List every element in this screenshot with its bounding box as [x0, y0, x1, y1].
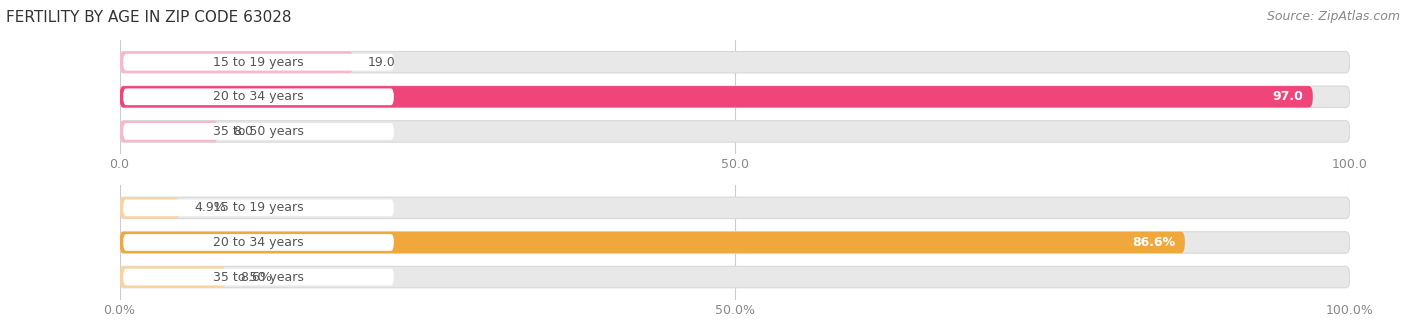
FancyBboxPatch shape	[124, 54, 394, 71]
Text: 8.6%: 8.6%	[240, 270, 271, 284]
FancyBboxPatch shape	[120, 86, 1350, 108]
Text: 86.6%: 86.6%	[1132, 236, 1175, 249]
Text: 8.0: 8.0	[233, 125, 253, 138]
FancyBboxPatch shape	[124, 88, 394, 105]
Text: 35 to 50 years: 35 to 50 years	[214, 125, 304, 138]
FancyBboxPatch shape	[120, 121, 218, 142]
FancyBboxPatch shape	[120, 86, 1313, 108]
Text: FERTILITY BY AGE IN ZIP CODE 63028: FERTILITY BY AGE IN ZIP CODE 63028	[6, 10, 291, 25]
Text: 15 to 19 years: 15 to 19 years	[214, 56, 304, 69]
Text: 35 to 50 years: 35 to 50 years	[214, 270, 304, 284]
Text: 97.0: 97.0	[1272, 90, 1303, 103]
Text: Source: ZipAtlas.com: Source: ZipAtlas.com	[1267, 10, 1400, 23]
Text: 19.0: 19.0	[368, 56, 395, 69]
FancyBboxPatch shape	[120, 52, 353, 73]
FancyBboxPatch shape	[124, 269, 394, 285]
FancyBboxPatch shape	[120, 121, 1350, 142]
FancyBboxPatch shape	[120, 266, 1350, 288]
FancyBboxPatch shape	[120, 232, 1350, 253]
Text: 20 to 34 years: 20 to 34 years	[214, 236, 304, 249]
FancyBboxPatch shape	[124, 123, 394, 140]
FancyBboxPatch shape	[120, 197, 1350, 218]
FancyBboxPatch shape	[120, 266, 225, 288]
Text: 20 to 34 years: 20 to 34 years	[214, 90, 304, 103]
FancyBboxPatch shape	[124, 200, 394, 216]
Text: 4.9%: 4.9%	[194, 201, 226, 214]
Text: 15 to 19 years: 15 to 19 years	[214, 201, 304, 214]
FancyBboxPatch shape	[120, 197, 180, 218]
FancyBboxPatch shape	[124, 234, 394, 251]
FancyBboxPatch shape	[120, 232, 1185, 253]
FancyBboxPatch shape	[120, 52, 1350, 73]
